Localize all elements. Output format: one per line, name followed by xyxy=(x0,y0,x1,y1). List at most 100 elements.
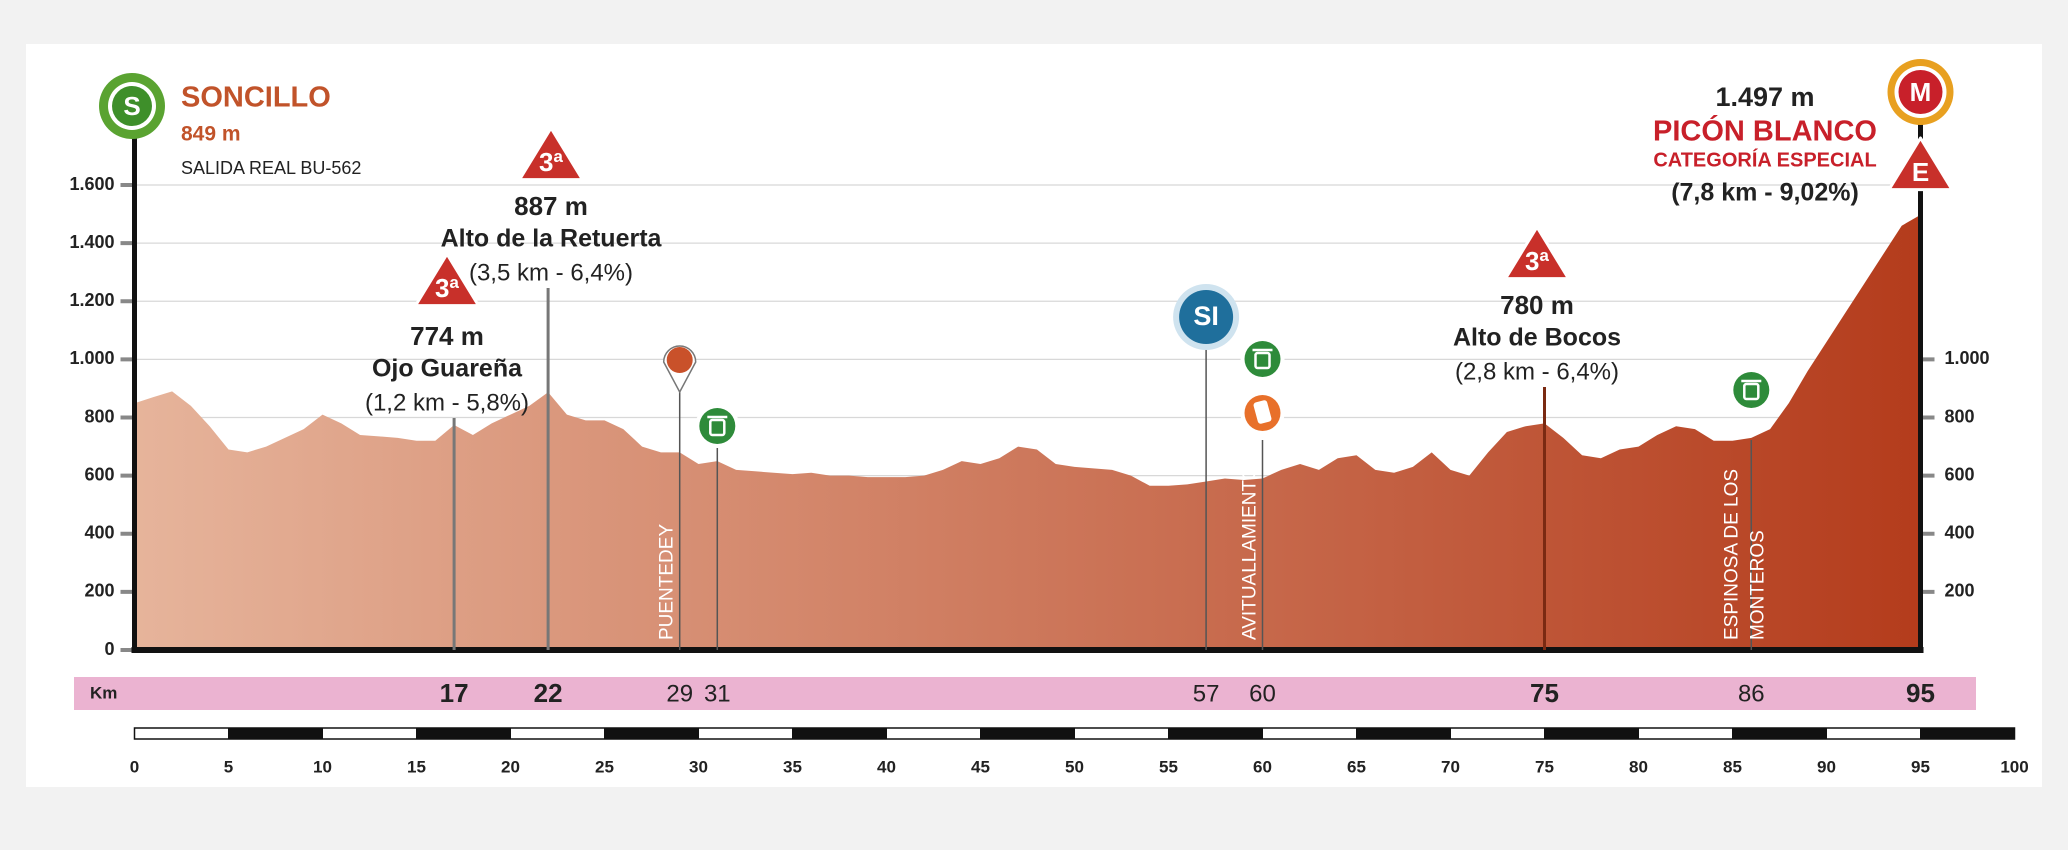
x-tick-label: 65 xyxy=(1347,757,1366,776)
x-tick-label: 30 xyxy=(689,757,708,776)
x-tick-label: 45 xyxy=(971,757,990,776)
x-tick-label: 25 xyxy=(595,757,614,776)
x-tick-label: 70 xyxy=(1441,757,1460,776)
sprint-label: SI xyxy=(1193,301,1219,331)
scale-segment xyxy=(1544,728,1639,739)
x-tick-label: 60 xyxy=(1253,757,1272,776)
climb-altitude: 774 m xyxy=(410,321,484,351)
pin-dot xyxy=(666,347,693,373)
feed-icon xyxy=(1253,400,1272,424)
y2-tick-label: 800 xyxy=(1945,406,1975,426)
elevation-profile xyxy=(134,214,1921,650)
y2-tick-label: 400 xyxy=(1945,523,1975,543)
km-mark: 22 xyxy=(534,678,563,708)
x-tick-label: 35 xyxy=(783,757,802,776)
x-tick-label: 75 xyxy=(1535,757,1554,776)
y-tick-label: 200 xyxy=(84,581,114,601)
sprint-icon xyxy=(1179,290,1234,344)
climb-detail: (1,2 km - 5,8%) xyxy=(365,389,529,416)
climb-altitude: 887 m xyxy=(514,191,588,221)
x-tick-label: 90 xyxy=(1817,757,1836,776)
start-note: SALIDA REAL BU-562 xyxy=(181,158,361,178)
finish-category-icon xyxy=(1887,136,1954,192)
icon xyxy=(1244,341,1281,377)
trash-icon xyxy=(1254,351,1271,370)
finish-icon: M xyxy=(1910,77,1932,107)
finish-detail: (7,8 km - 9,02%) xyxy=(1671,179,1859,207)
scale-segment xyxy=(1732,728,1827,739)
climb-detail: (2,8 km - 6,4%) xyxy=(1455,358,1619,385)
finish-category: CATEGORÍA ESPECIAL xyxy=(1653,148,1876,171)
y-tick-label: 1.000 xyxy=(69,348,114,368)
start-icon: S xyxy=(123,91,140,121)
x-tick-label: 40 xyxy=(877,757,896,776)
scale-segment xyxy=(1168,728,1263,739)
scale-segment xyxy=(416,728,511,739)
x-tick-label: 80 xyxy=(1629,757,1648,776)
place-label: PUENTEDEY xyxy=(657,524,678,640)
climb-altitude: 780 m xyxy=(1500,290,1574,320)
scale-segment xyxy=(604,728,699,739)
card xyxy=(26,44,2042,787)
km-mark: 95 xyxy=(1906,678,1935,708)
km-label: Km xyxy=(90,683,117,702)
finish-name: PICÓN BLANCO xyxy=(1653,114,1877,148)
x-tick-label: 85 xyxy=(1723,757,1742,776)
climb-name: Alto de la Retuerta xyxy=(441,225,663,253)
y-tick-label: 600 xyxy=(84,464,114,484)
km-mark: 17 xyxy=(440,678,469,708)
trash-icon xyxy=(1743,382,1760,401)
x-tick-label: 95 xyxy=(1911,757,1930,776)
scale-segment xyxy=(792,728,887,739)
finish-altitude: 1.497 m xyxy=(1715,82,1814,112)
climb-icon xyxy=(414,252,480,308)
km-mark: 29 xyxy=(666,680,693,707)
finish-category-icon-label: E xyxy=(1912,157,1929,187)
trash-icon xyxy=(709,418,726,437)
x-tick-label: 0 xyxy=(130,757,139,776)
place-label: AVITUALLAMIENTO xyxy=(1240,465,1261,640)
x-tick-label: 15 xyxy=(407,757,426,776)
place-label: MONTEROS xyxy=(1747,530,1768,640)
x-tick-label: 100 xyxy=(2000,757,2028,776)
y-tick-label: 1.400 xyxy=(69,232,114,252)
km-mark: 86 xyxy=(1738,680,1765,707)
icon xyxy=(1733,372,1770,408)
icon xyxy=(699,408,736,444)
km-mark: 31 xyxy=(704,680,731,707)
y2-tick-label: 1.000 xyxy=(1945,348,1990,368)
start-name: SONCILLO xyxy=(181,82,331,114)
km-mark: 60 xyxy=(1249,680,1276,707)
climb-name: Ojo Guareña xyxy=(372,355,523,383)
y-tick-label: 400 xyxy=(84,523,114,543)
y-tick-label: 1.600 xyxy=(69,174,114,194)
y-tick-label: 800 xyxy=(84,406,114,426)
climb-icon-label: 3ª xyxy=(435,273,459,303)
finish-core xyxy=(1898,70,1943,114)
climb-icon xyxy=(518,126,584,182)
y-tick-label: 1.200 xyxy=(69,290,114,310)
climb-detail: (3,5 km - 6,4%) xyxy=(469,259,633,286)
y2-tick-label: 200 xyxy=(1945,581,1975,601)
scale-segment xyxy=(1356,728,1451,739)
km-strip xyxy=(74,677,1976,710)
x-tick-label: 50 xyxy=(1065,757,1084,776)
scale-segment xyxy=(228,728,323,739)
x-tick-label: 5 xyxy=(224,757,233,776)
km-mark: 57 xyxy=(1193,680,1220,707)
km-mark: 75 xyxy=(1530,678,1559,708)
y2-tick-label: 600 xyxy=(1945,464,1975,484)
climb-name: Alto de Bocos xyxy=(1453,324,1621,352)
x-tick-label: 20 xyxy=(501,757,520,776)
climb-icon-label: 3ª xyxy=(1525,246,1549,276)
x-tick-label: 55 xyxy=(1159,757,1178,776)
scale-segment xyxy=(980,728,1075,739)
climb-icon xyxy=(1504,225,1570,281)
x-tick-label: 10 xyxy=(313,757,332,776)
y-tick-label: 0 xyxy=(104,639,114,659)
place-label: ESPINOSA DE LOS xyxy=(1721,469,1742,640)
scale-segment xyxy=(1920,728,2015,739)
start-altitude: 849 m xyxy=(181,123,241,146)
